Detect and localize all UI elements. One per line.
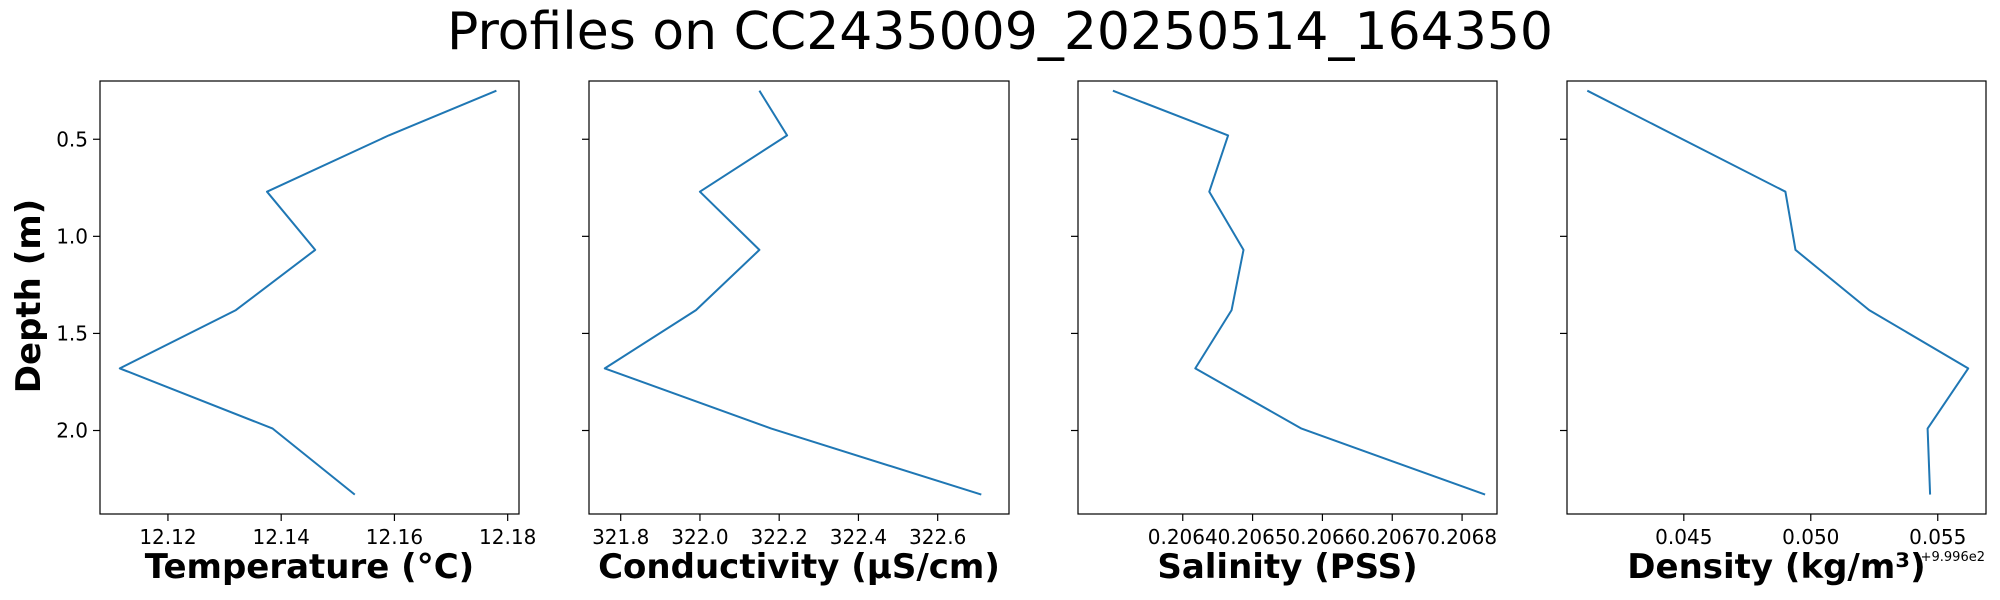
x-tick-label: 322.4 — [830, 525, 887, 549]
x-tick-label: 0.055 — [1909, 525, 1966, 549]
y-tick-label: 0.5 — [56, 127, 88, 151]
y-tick-label: 1.0 — [56, 224, 88, 248]
x-tick-label: 0.2067 — [1357, 525, 1427, 549]
x-tick-label: 12.18 — [479, 525, 536, 549]
axes-frame-2 — [588, 80, 1010, 515]
x-tick-label: 0.2066 — [1287, 525, 1357, 549]
x-axis-label-3: Salinity (PSS) — [1157, 547, 1417, 587]
figure-title: Profiles on CC2435009_20250514_164350 — [447, 2, 1553, 62]
x-tick-label: 0.2065 — [1218, 525, 1288, 549]
x-tick-label: 12.16 — [366, 525, 423, 549]
x-tick-label: 322.2 — [751, 525, 808, 549]
axes-frame-3 — [1077, 80, 1498, 515]
subplot-1: 12.12 12.14 12.16 12.18 0.5 1.0 1.5 2.0 Temperat… — [56, 80, 536, 587]
x-axis-label-4: Density (kg/m³) — [1627, 547, 1925, 587]
x-offset-label: +9.996e2 — [1921, 550, 1985, 565]
series-line-3-1 — [1112, 89, 1486, 496]
y-axis-label: Depth (m) — [9, 199, 49, 393]
x-tick-label: 0.045 — [1655, 525, 1712, 549]
axes-frame-1 — [99, 80, 520, 515]
x-tick-label: 12.12 — [139, 525, 196, 549]
x-tick-label: 0.2068 — [1427, 525, 1497, 549]
x-tick-label: 322.0 — [671, 525, 728, 549]
x-axis-label-2: Conductivity (µS/cm) — [598, 547, 1000, 587]
x-tick-label: 321.8 — [592, 525, 649, 549]
x-axis-label-1: Temperature (°C) — [145, 547, 474, 587]
series-line-2-1 — [603, 90, 982, 496]
axes-frame-4 — [1566, 80, 1987, 515]
series-line-4-1 — [1586, 89, 1970, 495]
x-tick-label: 12.14 — [253, 525, 310, 549]
y-tick-label: 2.0 — [56, 419, 88, 443]
x-tick-label: 0.2064 — [1148, 525, 1218, 549]
subplot-3: 0.2064 0.2065 0.2066 0.2067 0.2068 Salinity (… — [1071, 80, 1498, 587]
series-line-1-1 — [118, 89, 497, 496]
y-tick-label: 1.5 — [56, 321, 88, 345]
x-tick-label: 322.6 — [909, 525, 966, 549]
x-tick-label: 0.050 — [1782, 525, 1839, 549]
